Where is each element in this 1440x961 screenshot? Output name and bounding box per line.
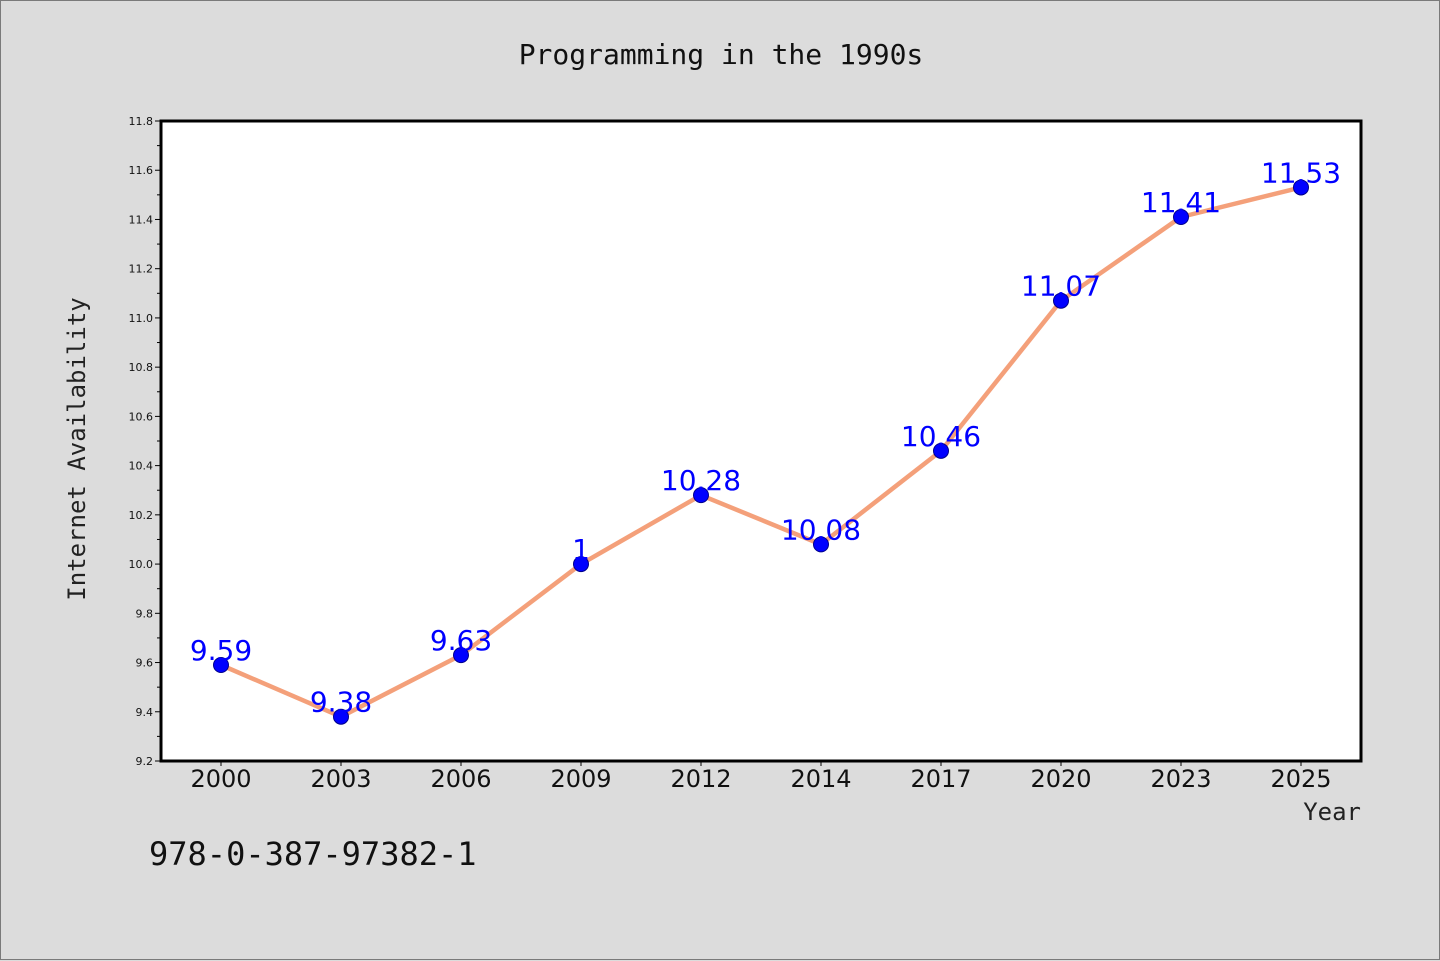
y-tick-label: 11.8 (129, 115, 154, 128)
data-label: 9.63 (430, 624, 492, 657)
plot-area (161, 121, 1361, 761)
x-tick-label: 2009 (550, 765, 611, 793)
y-tick-label: 11.0 (129, 312, 154, 325)
x-axis: 2000 2003 2006 2009 2012 2014 2017 2020 2023 2025 (190, 761, 1332, 793)
data-point (933, 442, 949, 459)
y-tick-label: 11.2 (129, 263, 154, 276)
x-tick-label: 2000 (190, 765, 251, 793)
data-point (1293, 179, 1309, 196)
y-tick-label: 9.6 (136, 657, 154, 670)
data-label: 10.46 (901, 420, 981, 453)
data-label: 9.38 (310, 686, 372, 719)
data-point (453, 647, 469, 664)
data-label: 11.41 (1141, 186, 1221, 219)
data-label: 10.08 (781, 513, 861, 546)
x-tick-label: 2006 (430, 765, 491, 793)
isbn-footer: 978-0-387-97382-1 (149, 835, 477, 873)
y-axis: 9.2 9.4 9.6 9.8 10.0 10.2 10.4 10.6 10.8 11.0 11.2… (129, 115, 161, 768)
x-axis-label: Year (1303, 798, 1361, 826)
y-tick-label: 10.8 (129, 361, 154, 374)
data-point (1173, 209, 1189, 225)
y-tick-label: 10.4 (129, 460, 154, 473)
y-tick-label: 10.2 (129, 509, 154, 522)
data-point (213, 657, 229, 673)
y-tick-label: 9.8 (136, 607, 154, 620)
y-tick-label: 11.4 (129, 213, 154, 226)
data-label-group: 9.59 9.38 9.63 1 10.28 10.08 10.46 11.07 11.41 11… (190, 156, 1341, 718)
data-label: 11.07 (1021, 270, 1101, 303)
x-tick-label: 2025 (1270, 765, 1331, 793)
y-tick-label: 11.6 (129, 164, 154, 177)
y-axis-label: Internet Availability (63, 297, 91, 600)
data-point (573, 556, 589, 573)
data-label: 9.59 (190, 634, 252, 667)
chart-title: Programming in the 1990s (519, 38, 924, 71)
plot-frame (159, 119, 1363, 763)
data-point (693, 487, 709, 504)
data-point (333, 708, 349, 725)
x-tick-label: 2003 (310, 765, 371, 793)
x-tick-label: 2014 (790, 765, 851, 793)
x-tick-label: 2023 (1150, 765, 1211, 793)
data-label: 11.53 (1261, 156, 1341, 189)
marker-group (213, 179, 1309, 725)
y-tick-label: 10.6 (129, 410, 154, 423)
y-tick-label: 9.4 (136, 706, 154, 719)
data-label: 1 (572, 533, 590, 566)
data-point (813, 536, 829, 553)
data-label: 10.28 (661, 464, 741, 497)
x-tick-label: 2017 (910, 765, 971, 793)
x-tick-label: 2012 (670, 765, 731, 793)
x-tick-label: 2020 (1030, 765, 1091, 793)
series-line (218, 185, 1304, 719)
data-point (1053, 292, 1069, 309)
series-line-group (218, 185, 1304, 719)
y-tick-label: 9.2 (136, 755, 154, 768)
y-tick-label: 10.0 (129, 558, 154, 571)
